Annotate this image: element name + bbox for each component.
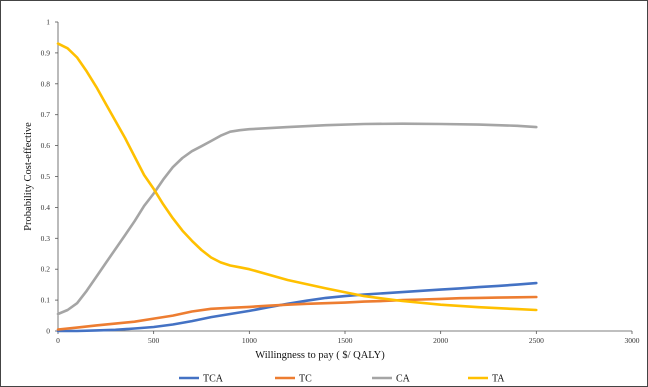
y-tick-label: 0.8 (41, 79, 51, 88)
legend-label-tca: TCA (203, 374, 224, 385)
y-tick-label: 0 (46, 327, 50, 336)
series-lines (56, 42, 538, 333)
x-tick-label: 500 (148, 336, 160, 345)
y-tick-label: 0.1 (41, 296, 51, 305)
x-tick-label: 2000 (433, 336, 448, 345)
legend-label-ca: CA (396, 374, 411, 385)
legend-label-ta: TA (492, 374, 505, 385)
x-tick-label: 3000 (625, 336, 640, 345)
y-tick-label: 0.3 (41, 234, 51, 243)
y-tick-label: 0.5 (41, 172, 51, 181)
x-tick-label: 2500 (529, 336, 544, 345)
y-tick-label: 1 (46, 18, 50, 27)
series-line-ca (56, 122, 538, 316)
x-tick-label: 1000 (242, 336, 257, 345)
x-axis-title: Willingness to pay ( $/ QALY) (255, 350, 385, 361)
series-line-ta (56, 42, 538, 312)
y-tick-label: 0.9 (41, 48, 51, 57)
y-tick-label: 0.4 (41, 203, 51, 212)
y-tick-labels: 0 0.1 0.2 0.3 0.4 0.5 0.6 0.7 0.8 0.9 1 (41, 18, 58, 336)
y-tick-label: 0.2 (41, 265, 51, 274)
y-tick-label: 0.7 (41, 110, 51, 119)
legend-label-tc: TC (299, 374, 312, 385)
y-tick-label: 0.6 (41, 141, 51, 150)
x-tick-labels: 0 500 1000 1500 2000 2500 3000 (56, 331, 640, 345)
series-line-tc (56, 295, 538, 331)
legend: TCA TC CA TA (179, 374, 505, 385)
x-tick-label: 1500 (338, 336, 353, 345)
y-axis-title: Probability Cost-effective (23, 122, 34, 231)
series-line-tca (56, 281, 538, 333)
x-tick-label: 0 (56, 336, 60, 345)
